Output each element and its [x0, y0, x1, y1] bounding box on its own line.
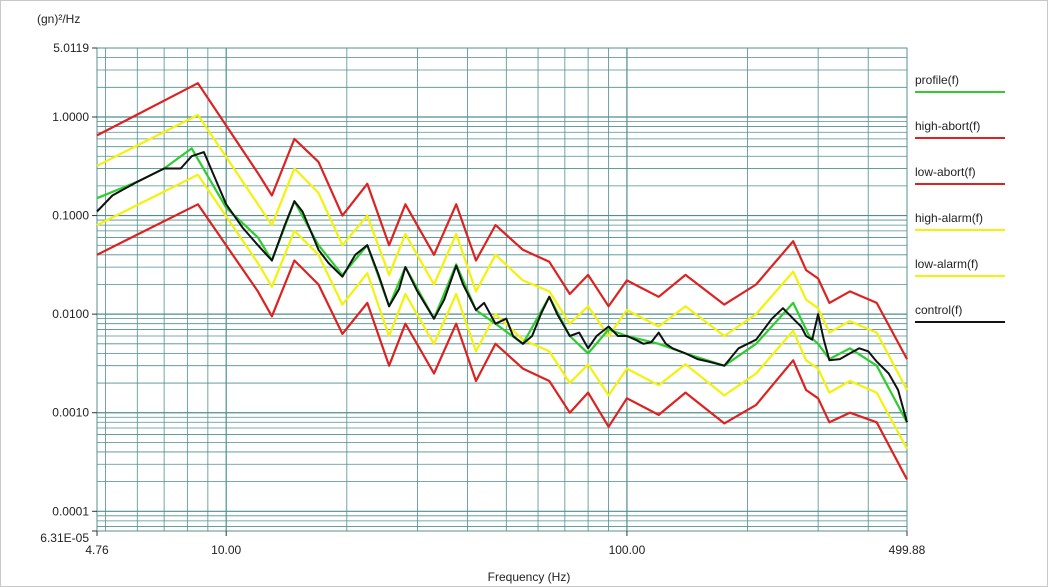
grid: [96, 47, 908, 532]
y-tick-label: 0.0100: [52, 307, 89, 321]
y-tick-label: 6.31E-05: [40, 531, 89, 545]
legend-label-high-alarmf: high-alarm(f): [915, 211, 983, 225]
series-line-low-abortf: [96, 203, 908, 481]
x-axis-label: Frequency (Hz): [488, 570, 571, 584]
legend-label-high-abortf: high-abort(f): [915, 119, 980, 133]
x-tick-label: 4.76: [85, 543, 109, 557]
legend: profile(f) high-abort(f) low-abort(f) high-…: [915, 73, 1005, 323]
plot-area: [96, 47, 908, 532]
y-tick-label: 1.0000: [52, 110, 89, 124]
y-axis-label: (gn)²/Hz: [37, 12, 80, 26]
legend-label-low-abortf: low-abort(f): [915, 165, 976, 179]
series-line-profilef: [96, 147, 908, 423]
series-line-controlf: [96, 151, 908, 423]
x-tick-label: 10.00: [211, 543, 241, 557]
y-tick-label: 0.1000: [52, 209, 89, 223]
x-tick-label: 499.88: [889, 543, 926, 557]
series-line-high-alarmf: [96, 113, 908, 391]
series-layer: [96, 82, 908, 481]
x-tick-label: 100.00: [609, 543, 646, 557]
legend-label-profilef: profile(f): [915, 73, 959, 87]
series-line-low-alarmf: [96, 173, 908, 450]
legend-label-controlf: control(f): [915, 303, 962, 317]
y-tick-label: 0.0010: [52, 406, 89, 420]
y-tick-label: 5.0119: [53, 41, 89, 55]
series-line-high-abortf: [96, 82, 908, 360]
legend-label-low-alarmf: low-alarm(f): [915, 257, 978, 271]
axes: (gn)²/Hz Frequency (Hz) 5.0119 1.0000 0.10…: [37, 12, 926, 584]
y-tick-label: 0.0001: [52, 504, 89, 518]
